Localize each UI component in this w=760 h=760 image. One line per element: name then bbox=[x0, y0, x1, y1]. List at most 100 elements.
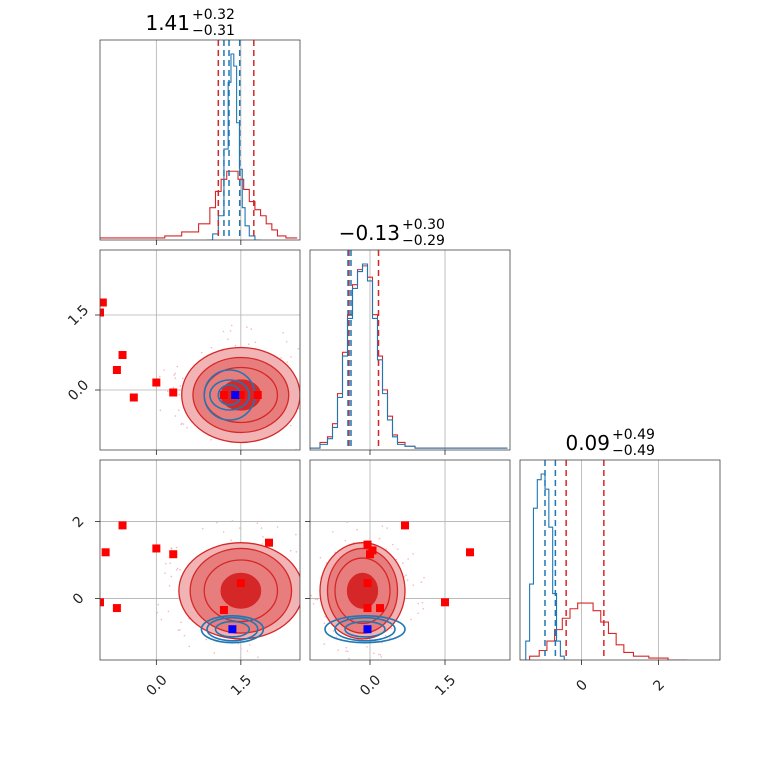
sample-point bbox=[222, 531, 225, 533]
red-marker bbox=[118, 351, 127, 359]
sample-point bbox=[180, 621, 182, 624]
sample-point bbox=[257, 656, 259, 658]
sample-point bbox=[305, 378, 307, 380]
sample-point bbox=[314, 362, 316, 364]
sample-point bbox=[244, 455, 246, 457]
sample-point bbox=[175, 569, 178, 571]
sample-point bbox=[300, 578, 302, 580]
sample-point bbox=[159, 375, 161, 378]
sample-point bbox=[312, 603, 315, 605]
sample-point bbox=[286, 361, 288, 363]
sample-point bbox=[305, 602, 307, 604]
sample-point bbox=[176, 365, 179, 368]
sample-point bbox=[315, 356, 317, 358]
sample-point bbox=[231, 520, 234, 522]
histogram-blue bbox=[310, 263, 508, 449]
red-marker bbox=[376, 604, 384, 613]
sample-point bbox=[366, 646, 368, 648]
red-marker bbox=[169, 550, 178, 559]
panel-title-value: −0.13 bbox=[339, 221, 400, 245]
sample-point bbox=[174, 415, 177, 417]
sample-point bbox=[384, 634, 387, 637]
sample-point bbox=[406, 579, 409, 581]
sample-point bbox=[182, 377, 184, 380]
panel-2-2: 0 2 0.09 +0.49−0.49 bbox=[519, 427, 721, 695]
x-tick-label: 1.5 bbox=[432, 672, 459, 699]
sample-point bbox=[170, 547, 172, 549]
y-tick-label: 0 bbox=[70, 590, 88, 608]
red-marker bbox=[253, 391, 262, 399]
sample-point bbox=[312, 587, 314, 589]
sample-point bbox=[219, 455, 221, 457]
sample-point bbox=[302, 580, 304, 582]
sample-point bbox=[276, 526, 279, 528]
sample-point bbox=[346, 521, 348, 524]
panel-title-minus: −0.29 bbox=[402, 233, 445, 249]
sample-point bbox=[311, 564, 313, 566]
sample-point bbox=[250, 328, 253, 330]
sample-point bbox=[216, 521, 218, 524]
panel-title-plus: +0.49 bbox=[612, 427, 655, 443]
red-marker bbox=[363, 540, 372, 549]
y-tick-label: 1.5 bbox=[65, 302, 92, 329]
sample-point bbox=[170, 575, 173, 578]
sample-point bbox=[422, 607, 425, 610]
sample-point bbox=[302, 409, 304, 411]
sample-point bbox=[381, 525, 384, 527]
panel-1-1: −0.13 +0.30−0.29 bbox=[309, 217, 511, 455]
sample-point bbox=[188, 645, 191, 648]
sample-point bbox=[201, 527, 204, 530]
x-tick-label: 0.0 bbox=[144, 672, 171, 699]
red-marker bbox=[363, 604, 372, 613]
sample-point bbox=[282, 332, 284, 334]
sample-point bbox=[295, 533, 297, 536]
x-tick-label: 0.0 bbox=[357, 672, 384, 699]
panel-title-plus: +0.32 bbox=[192, 7, 235, 23]
sample-point bbox=[301, 580, 303, 582]
red-marker bbox=[152, 378, 161, 387]
blue-contour bbox=[214, 620, 251, 638]
sample-point bbox=[163, 369, 165, 371]
sample-point bbox=[321, 420, 323, 422]
sample-point bbox=[314, 598, 317, 600]
sample-point bbox=[159, 409, 162, 412]
sample-point bbox=[312, 562, 314, 564]
sample-point bbox=[385, 548, 388, 550]
red-marker bbox=[100, 298, 107, 307]
blue-marker bbox=[363, 625, 372, 634]
sample-point bbox=[248, 644, 251, 646]
sample-point bbox=[254, 341, 257, 344]
sample-point bbox=[157, 603, 160, 606]
red-marker bbox=[129, 393, 138, 402]
sample-point bbox=[392, 543, 394, 546]
panel-title-plus: +0.30 bbox=[402, 217, 445, 233]
red-contour bbox=[220, 572, 262, 609]
panel-frame bbox=[99, 249, 301, 451]
sample-point bbox=[310, 594, 312, 597]
sample-point bbox=[227, 338, 229, 341]
sample-point bbox=[320, 391, 322, 393]
sample-point bbox=[179, 629, 181, 631]
sample-point bbox=[402, 562, 404, 564]
blue-contour bbox=[344, 620, 386, 638]
blue-contour bbox=[324, 614, 406, 644]
red-marker bbox=[236, 391, 245, 399]
panel-frame bbox=[309, 459, 511, 661]
histogram-red bbox=[520, 602, 688, 660]
sample-point bbox=[421, 601, 424, 604]
panel-2-0: 0.0 1.5 0 2 bbox=[70, 459, 314, 699]
sample-point bbox=[169, 562, 171, 565]
sample-point bbox=[234, 344, 237, 347]
x-tick-label: 1.5 bbox=[228, 672, 255, 699]
red-marker bbox=[441, 598, 449, 607]
sample-point bbox=[261, 543, 263, 545]
red-marker bbox=[466, 548, 474, 557]
panel-title-minus: −0.31 bbox=[192, 23, 235, 39]
sample-point bbox=[209, 453, 211, 455]
sample-point bbox=[156, 611, 159, 614]
sample-point bbox=[407, 558, 409, 560]
sample-point bbox=[345, 650, 347, 652]
sample-point bbox=[319, 556, 322, 559]
sample-point bbox=[332, 630, 335, 632]
sample-point bbox=[417, 612, 419, 615]
